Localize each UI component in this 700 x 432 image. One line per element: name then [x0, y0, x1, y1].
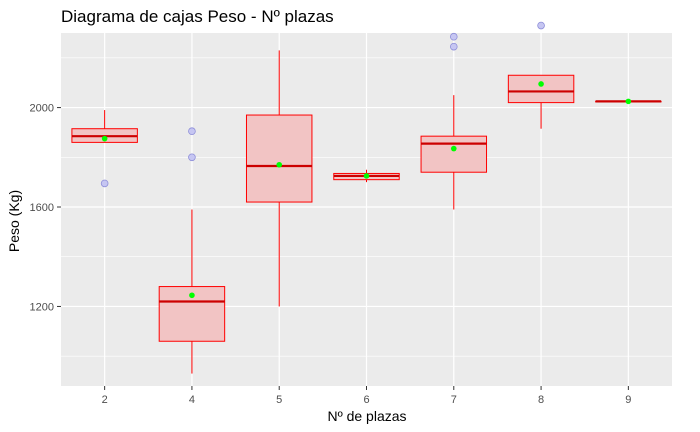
boxes [71, 21, 662, 374]
box [420, 135, 488, 173]
box-group-7 [420, 32, 488, 210]
x-tick-label: 2 [102, 394, 108, 406]
y-tick-label: 1200 [30, 301, 54, 313]
box-group-4 [158, 127, 226, 374]
mean-point [538, 81, 544, 87]
mean-point [625, 98, 632, 105]
x-tick-label: 6 [363, 394, 369, 406]
y-tick-label: 2000 [30, 103, 54, 115]
box-group-8 [507, 21, 575, 129]
box [245, 114, 313, 203]
mean-point [101, 135, 108, 142]
x-tick-label: 5 [276, 394, 282, 406]
outlier-point [449, 42, 458, 51]
outlier-point [537, 21, 545, 30]
x-tick-label: 4 [189, 394, 195, 406]
x-tick-label: 7 [451, 394, 457, 406]
x-tick-label: 9 [625, 394, 631, 406]
chart-title: Diagrama de cajas Peso - Nº plazas [61, 7, 334, 26]
x-axis-ticks: 2 4 5 6 7 8 9 [102, 386, 631, 406]
y-axis-ticks: 1200 1600 2000 [30, 103, 61, 313]
x-axis-title: Nº de plazas [327, 408, 406, 424]
box-group-6 [333, 169, 400, 183]
mean-point [363, 173, 370, 179]
x-tick-label: 8 [538, 394, 544, 406]
box-group-2 [71, 110, 138, 188]
outlier-point [188, 153, 196, 162]
mean-point [276, 161, 283, 168]
box-group-9 [595, 98, 662, 105]
y-tick-label: 1600 [30, 202, 54, 214]
outlier-point [188, 127, 196, 135]
box [507, 74, 575, 104]
y-axis-title: Peso (Kg) [6, 190, 22, 252]
box-group-5 [245, 50, 313, 307]
mean-point [450, 145, 457, 152]
outlier-point [100, 179, 109, 188]
outlier-point [449, 32, 458, 41]
mean-point [189, 292, 195, 299]
